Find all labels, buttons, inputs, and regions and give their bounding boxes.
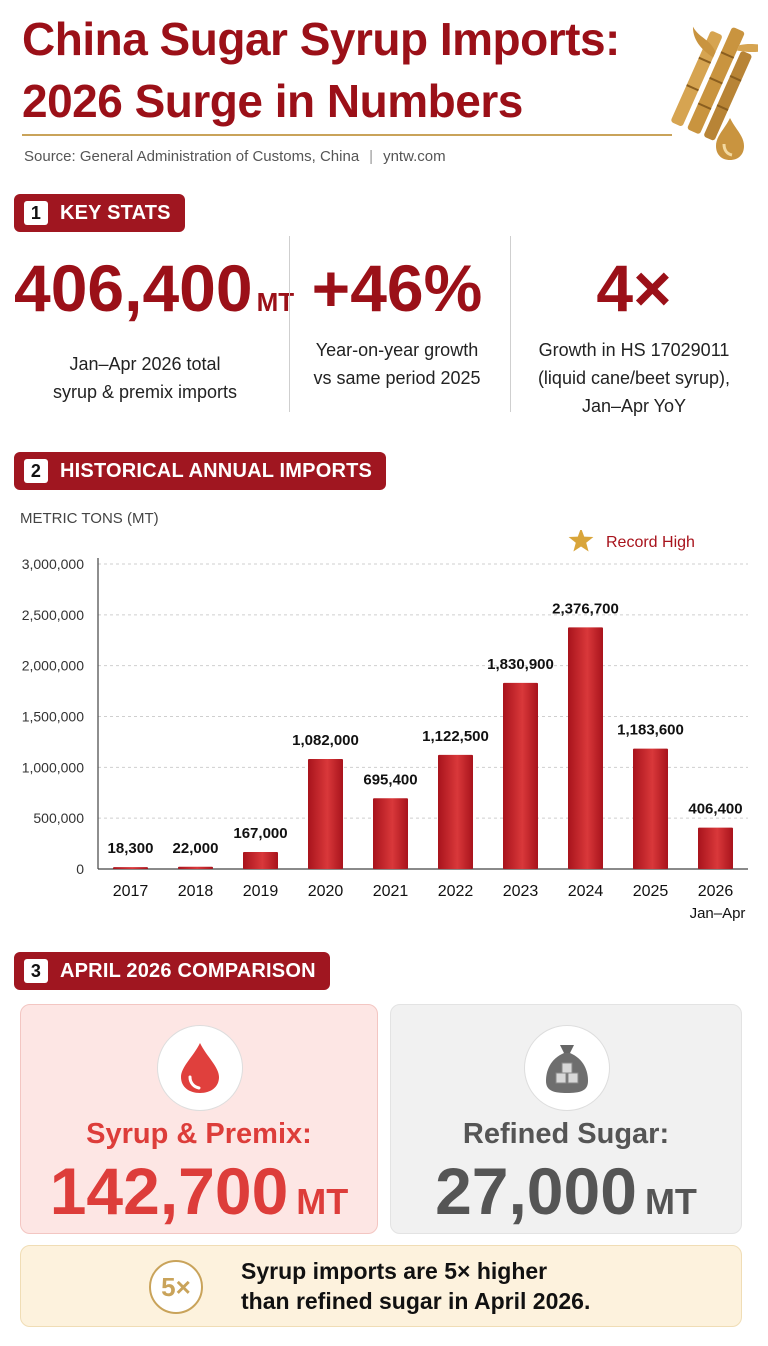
source-separator: | (369, 148, 374, 165)
refined-sugar-card: Refined Sugar: 27,000 MT (390, 1004, 742, 1234)
y-axis-title: METRIC TONS (MT) (20, 510, 159, 527)
section-1-label: KEY STATS (60, 201, 171, 224)
bar-2023 (503, 682, 538, 869)
stat-2-value: +46% (311, 251, 483, 325)
stat-3-desc-line-2: (liquid cane/beet syrup), (537, 368, 731, 388)
y-tick-label: 500,000 (33, 810, 84, 826)
data-label-2022: 1,122,500 (422, 728, 489, 745)
stat-1-value-line: 406,400 MT (14, 250, 294, 340)
source-text: Source: General Administration of Custom… (24, 148, 360, 165)
y-tick-label: 0 (76, 861, 84, 877)
stat-2-description: Year-on-year growth vs same period 2025 (292, 336, 502, 392)
bar-2019 (243, 852, 278, 869)
comparison-note: 5× Syrup imports are 5× higher than refi… (20, 1245, 742, 1327)
page-title: China Sugar Syrup Imports: 2026 Surge in… (22, 8, 662, 132)
title-line-1: China Sugar Syrup Imports: (22, 13, 620, 65)
data-label-2026: 406,400 (688, 801, 742, 818)
data-label-2020: 1,082,000 (292, 732, 359, 749)
y-tick-label: 3,000,000 (22, 556, 84, 572)
data-label-2019: 167,000 (233, 825, 287, 842)
y-tick-label: 2,000,000 (22, 658, 84, 674)
stat-3-value: 4× (596, 251, 672, 325)
x-tick-label-2018: 2018 (178, 883, 214, 900)
section-1-header: 1 KEY STATS (14, 194, 185, 232)
title-divider (22, 134, 672, 136)
bar-2026 (698, 827, 733, 869)
x-tick-label-2022: 2022 (438, 883, 474, 900)
stat-3-description: Growth in HS 17029011 (liquid cane/beet … (516, 336, 752, 420)
sugarcane-syrup-drop-icon (671, 26, 758, 160)
stat-3-desc-line-3: Jan–Apr YoY (581, 396, 687, 416)
sugar-unit: MT (644, 1181, 697, 1222)
stat-1-value: 406,400 (14, 251, 253, 325)
stat-1-description: Jan–Apr 2026 total syrup & premix import… (14, 350, 276, 406)
data-label-2023: 1,830,900 (487, 656, 554, 673)
x-tick-label-2026: 2026 (698, 883, 734, 900)
note-line-1: Syrup imports are 5× higher (241, 1258, 548, 1284)
stat-1-desc-line-2: syrup & premix imports (52, 382, 238, 402)
section-3-header: 3 APRIL 2026 COMPARISON (14, 952, 330, 990)
stat-divider-1 (289, 236, 290, 412)
sugar-value: 27,000 (435, 1154, 637, 1228)
y-tick-label: 1,500,000 (22, 709, 84, 725)
stat-yoy-growth: +46% Year-on-year growth vs same period … (292, 250, 502, 392)
syrup-value: 142,700 (49, 1154, 289, 1228)
stat-1-unit: MT (256, 287, 295, 317)
data-label-2017: 18,300 (108, 840, 154, 857)
syrup-value-line: 142,700 MT (21, 1151, 377, 1242)
sugar-sack-icon (524, 1025, 610, 1111)
stat-total-imports: 406,400 MT Jan–Apr 2026 total syrup & pre… (14, 250, 294, 406)
historical-imports-chart: 0 500,000 1,000,000 1,500,000 2,000,000 2,500… (22, 530, 748, 922)
section-3-label: APRIL 2026 COMPARISON (60, 959, 316, 982)
legend-record-high: Record High (606, 534, 695, 551)
source-site: yntw.com (383, 148, 446, 165)
data-label-2024: 2,376,700 (552, 600, 619, 617)
section-2-label: HISTORICAL ANNUAL IMPORTS (60, 459, 373, 482)
note-line-2: than refined sugar in April 2026. (241, 1288, 591, 1314)
note-text: Syrup imports are 5× higher than refined… (241, 1256, 590, 1316)
x-tick-label-2024: 2024 (568, 883, 604, 900)
bar-2017 (113, 867, 148, 869)
section-2-header: 2 HISTORICAL ANNUAL IMPORTS (14, 452, 387, 490)
data-label-2021: 695,400 (363, 771, 417, 788)
bar-2020 (308, 758, 343, 869)
stat-divider-2 (510, 236, 511, 412)
section-3-number: 3 (24, 959, 48, 983)
x-tick-label-2017: 2017 (113, 883, 149, 900)
source-line: Source: General Administration of Custom… (24, 148, 446, 165)
y-tick-label: 2,500,000 (22, 607, 84, 623)
title-line-2: 2026 Surge in Numbers (22, 75, 523, 127)
x-tick-label-2019: 2019 (243, 883, 279, 900)
stat-2-desc-line-2: vs same period 2025 (313, 368, 481, 388)
stat-1-desc-line-1: Jan–Apr 2026 total (69, 354, 221, 374)
bar-2025 (633, 748, 668, 869)
bar-2018 (178, 866, 213, 869)
y-tick-label: 1,000,000 (22, 759, 84, 775)
x-tick-label-2025: 2025 (633, 883, 669, 900)
bar-2022 (438, 754, 473, 869)
sugar-label: Refined Sugar: (462, 1118, 670, 1150)
x-tick-label-2020: 2020 (308, 883, 344, 900)
star-icon (568, 530, 594, 552)
multiplier-badge: 5× (149, 1260, 203, 1314)
section-1-number: 1 (24, 201, 48, 225)
stat-3-desc-line-1: Growth in HS 17029011 (538, 340, 730, 360)
section-2-number: 2 (24, 459, 48, 483)
blood-drop-icon (157, 1025, 243, 1111)
syrup-premix-card: Syrup & Premix: 142,700 MT (20, 1004, 378, 1234)
x-tick-label-2023: 2023 (503, 883, 539, 900)
data-label-2018: 22,000 (173, 840, 219, 857)
x-tick-label-2021: 2021 (373, 883, 409, 900)
stat-2-desc-line-1: Year-on-year growth (315, 340, 479, 360)
data-label-2025: 1,183,600 (617, 722, 684, 739)
bar-2021 (373, 798, 408, 869)
syrup-unit: MT (296, 1181, 349, 1222)
stat-hs-growth: 4× Growth in HS 17029011 (liquid cane/be… (516, 250, 752, 420)
sugar-value-line: 27,000 MT (391, 1151, 741, 1242)
bar-2024 (568, 627, 603, 869)
syrup-label: Syrup & Premix: (86, 1118, 312, 1150)
x-tick-sublabel: Jan–Apr (690, 905, 746, 922)
